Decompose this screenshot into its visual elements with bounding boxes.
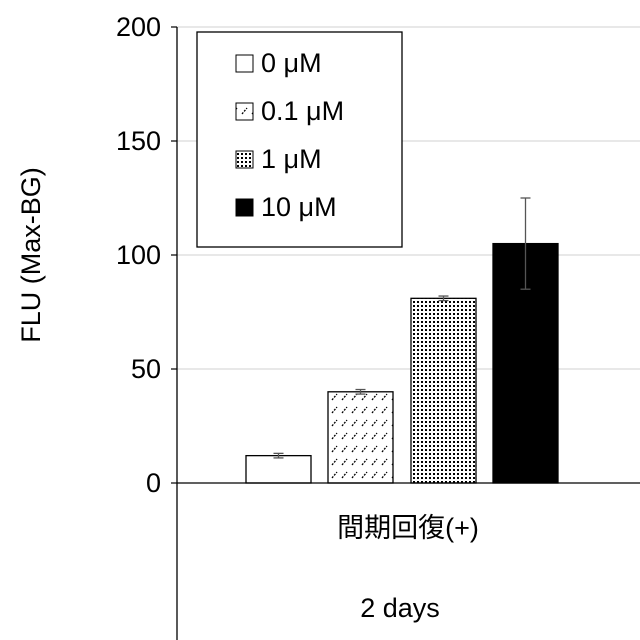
y-axis-title: FLU (Max-BG) [16,167,46,343]
y-tick-label: 50 [131,354,161,384]
legend: 0 μM 0.1 μM 1 μM 10 μM [197,32,402,247]
y-tick-label: 0 [146,468,161,498]
legend-label: 0.1 μM [261,96,344,126]
legend-swatch [236,151,253,168]
legend-swatch [236,103,253,120]
category-group-label: 2 days [360,593,440,623]
legend-swatch [236,199,253,216]
bar-0.1uM [328,392,393,483]
y-tick-label: 200 [116,12,161,42]
y-tick-label: 150 [116,126,161,156]
legend-label: 0 μM [261,48,322,78]
bar-1uM [411,298,476,483]
legend-swatch [236,55,253,72]
bar-0uM [246,456,311,483]
y-tick-label: 100 [116,240,161,270]
bar-chart: 0 50 100 150 200 FLU (Max-BG) 間期回復(+) 2 days… [0,0,640,640]
y-axis-ticks: 0 50 100 150 200 [116,12,177,498]
legend-label: 1 μM [261,144,322,174]
category-label: 間期回復(+) [337,513,479,543]
legend-label: 10 μM [261,192,337,222]
